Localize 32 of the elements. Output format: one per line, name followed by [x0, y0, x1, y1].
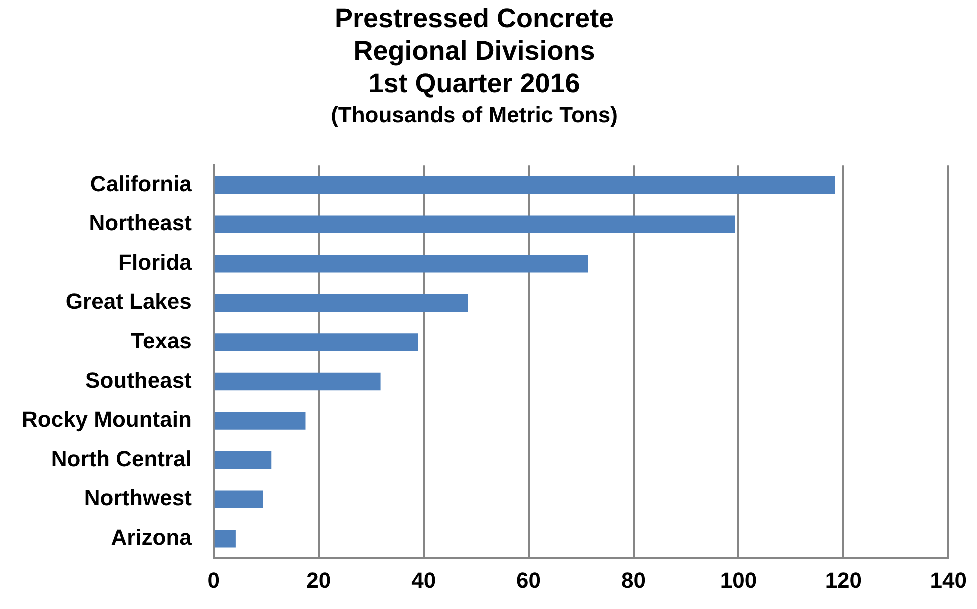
bar	[214, 412, 306, 430]
bar	[214, 216, 736, 234]
x-tick-label: 80	[622, 568, 646, 593]
x-tick-label: 140	[930, 568, 968, 593]
x-tick-label: 100	[720, 568, 758, 593]
bar	[214, 334, 418, 352]
x-tick-label: 40	[412, 568, 436, 593]
text: 1st Quarter 2016	[368, 68, 580, 98]
y-tick-label: Rocky Mountain	[22, 407, 192, 432]
y-tick-label: Northeast	[89, 210, 193, 236]
y-tick-label: Great Lakes	[66, 289, 192, 314]
x-tick-label: 120	[825, 568, 862, 593]
x-tick-label: 20	[306, 568, 332, 593]
y-tick-label: California	[90, 171, 193, 196]
y-tick-label: Texas	[131, 328, 192, 354]
y-tick-label: Southeast	[86, 368, 193, 393]
y-tick-label: Florida	[118, 250, 193, 275]
y-tick-label: North Central	[51, 446, 192, 472]
bar	[214, 452, 272, 470]
y-tick-label: Arizona	[111, 525, 193, 550]
text: Prestressed Concrete	[334, 4, 614, 34]
bar	[214, 176, 836, 194]
chart-subtitle: (Thousands of Metric Tons)	[331, 102, 618, 128]
y-tick-label: Northwest	[84, 486, 193, 511]
bar	[214, 372, 381, 391]
x-tick-label: 60	[516, 568, 542, 593]
bar	[214, 490, 264, 508]
bar	[214, 294, 468, 312]
bar	[214, 255, 588, 273]
x-tick-label: 0	[208, 568, 220, 593]
text: Regional Divisions	[354, 36, 596, 66]
bar	[214, 530, 236, 548]
